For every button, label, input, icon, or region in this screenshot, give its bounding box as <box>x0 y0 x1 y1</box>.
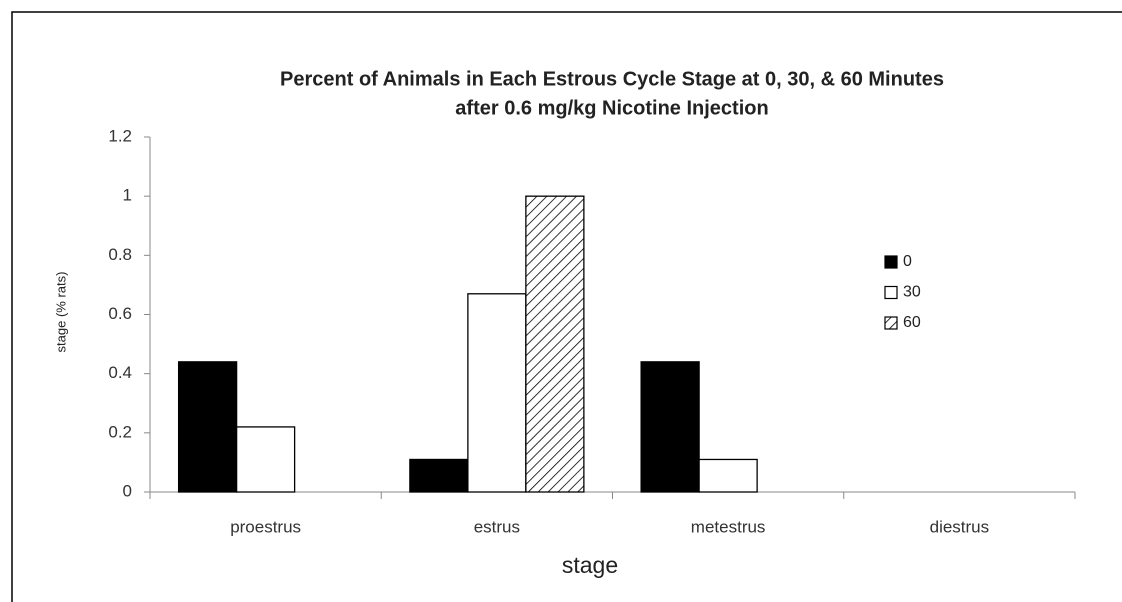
legend-label: 60 <box>903 314 921 331</box>
legend-swatch <box>884 316 898 330</box>
chart-title: Percent of Animals in Each Estrous Cycle… <box>280 68 944 90</box>
bar <box>235 426 296 493</box>
x-axis-label: stage <box>562 552 618 578</box>
y-tick-label: 1 <box>123 186 132 205</box>
x-tick-label: estrus <box>474 517 520 536</box>
y-tick-label: 0 <box>123 481 132 500</box>
y-tick-label: 0.2 <box>108 422 132 441</box>
legend-label: 0 <box>903 253 912 270</box>
bar <box>177 361 238 493</box>
legend-swatch <box>884 285 898 300</box>
bar <box>640 361 700 493</box>
x-tick-label: metestrus <box>691 517 766 536</box>
x-tick-label: diestrus <box>930 517 990 536</box>
bar <box>467 293 527 493</box>
x-tick-label: proestrus <box>230 517 301 536</box>
bar <box>525 195 585 493</box>
y-tick-label: 0.4 <box>108 363 132 382</box>
y-tick-label: 0.6 <box>108 304 132 323</box>
legend-swatch <box>884 255 898 269</box>
chart-title: after 0.6 mg/kg Nicotine Injection <box>455 97 768 119</box>
y-tick-label: 0.8 <box>108 245 132 264</box>
bar <box>409 458 469 493</box>
bar <box>698 458 758 493</box>
y-tick-label: 1.2 <box>108 126 132 145</box>
y-axis-label: stage (% rats) <box>53 272 68 353</box>
legend-label: 30 <box>903 284 921 301</box>
